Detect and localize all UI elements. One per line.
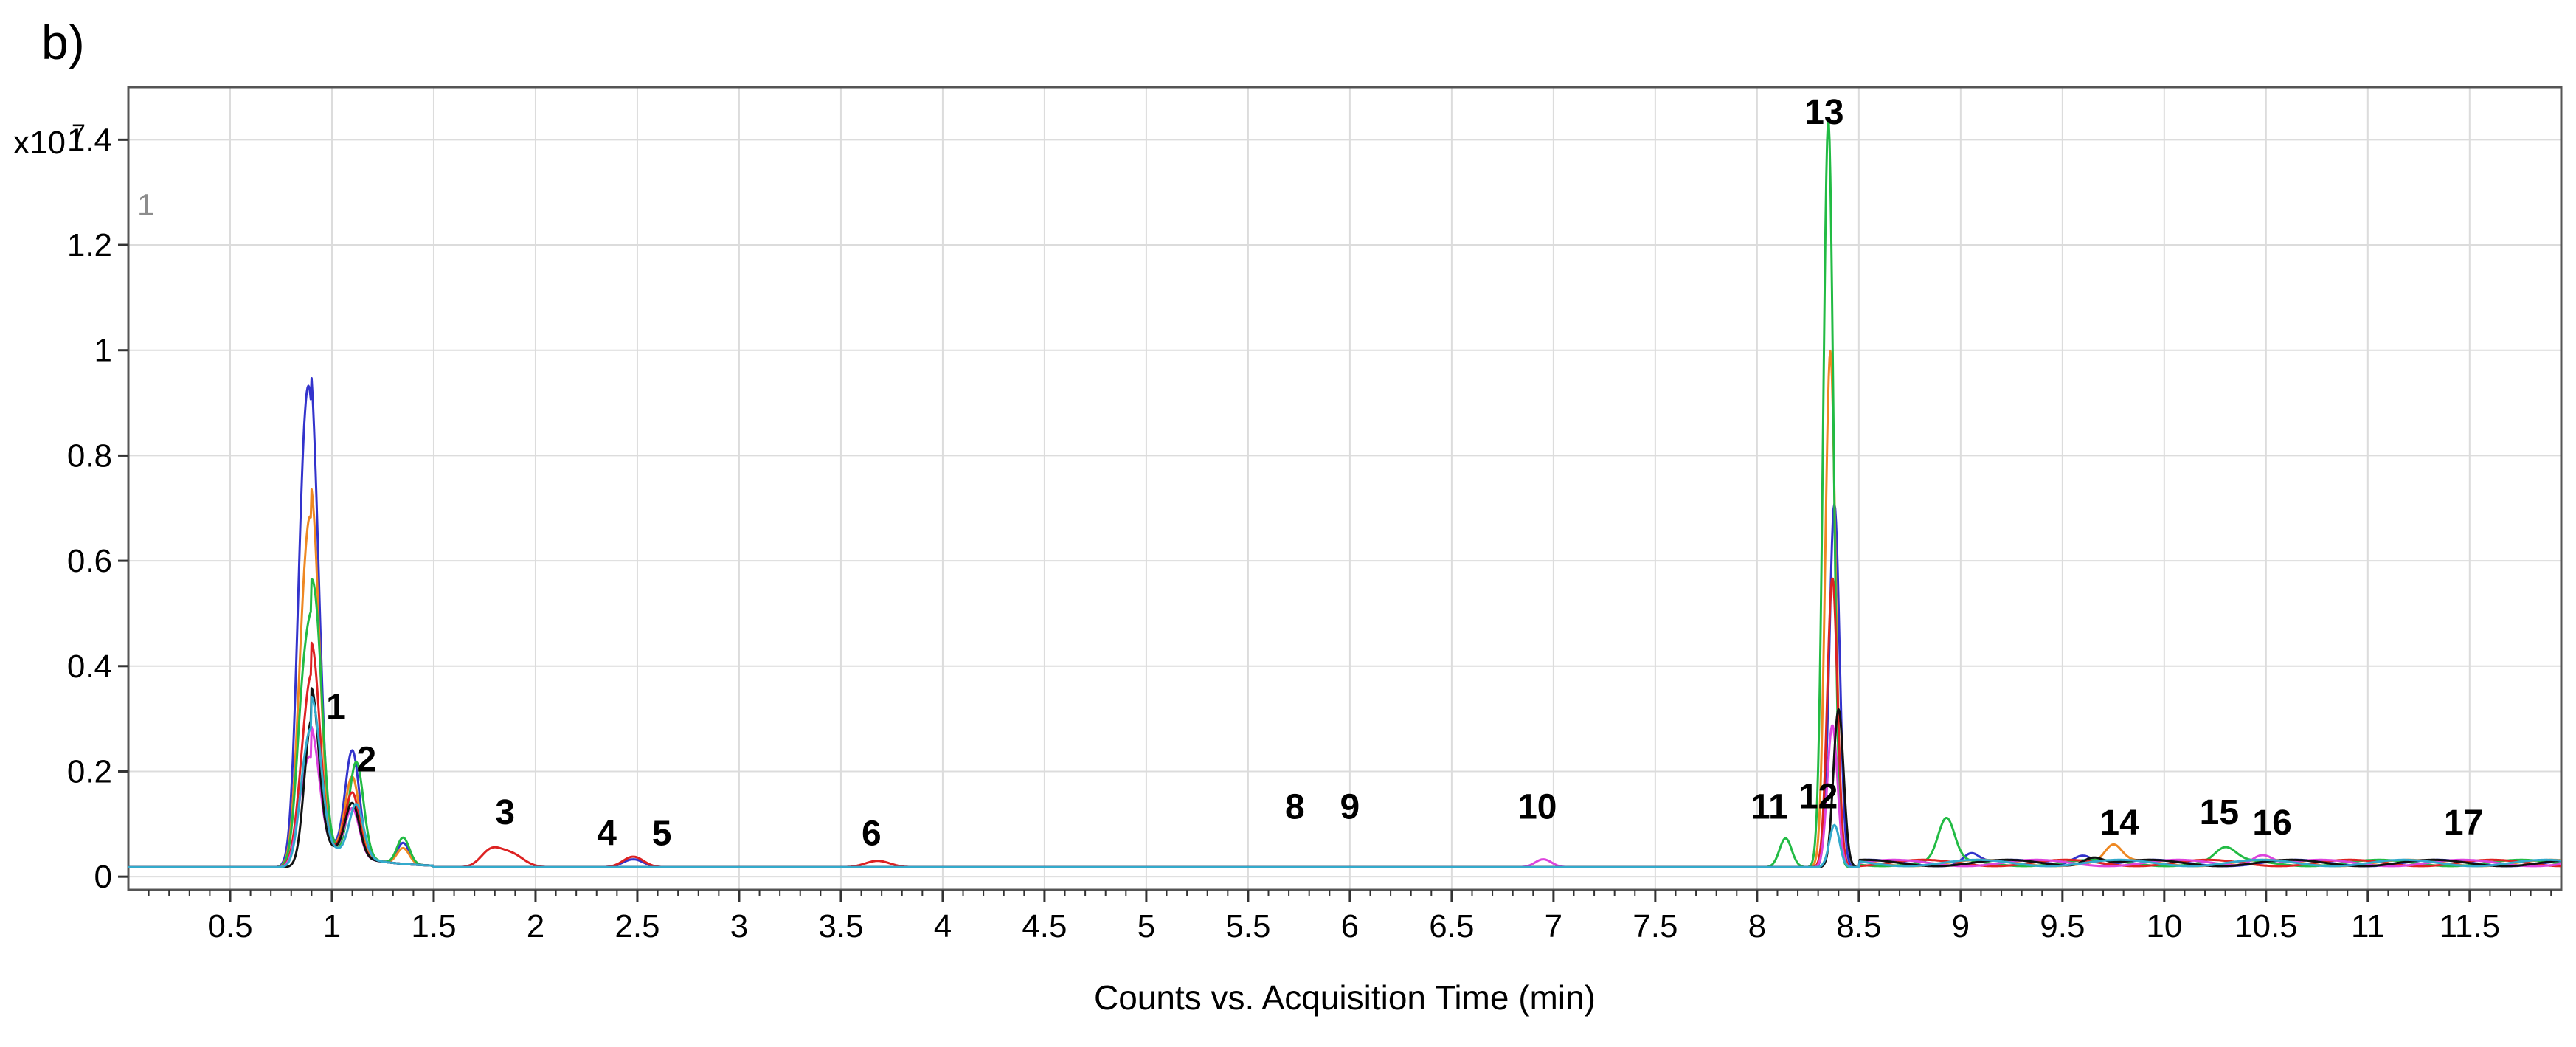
x-tick-label: 3 (730, 908, 748, 944)
peak-label: 5 (652, 814, 672, 853)
x-tick-label: 9.5 (2040, 908, 2085, 944)
x-tick-label: 1 (323, 908, 341, 944)
y-tick-labels: 0 0.2 0.4 0.6 0.8 1 1.2 1.4 (67, 122, 112, 895)
y-tick-label: 1 (94, 333, 112, 369)
peak-label: 2 (357, 740, 377, 779)
peak-label: 17 (2444, 804, 2483, 843)
x-tick-label: 11 (2351, 908, 2385, 944)
peak-label: 9 (1340, 788, 1360, 827)
peak-label: 15 (2200, 793, 2239, 832)
peak-label: 11 (1751, 788, 1788, 827)
peak-label: 16 (2252, 804, 2291, 843)
axis-ticks (118, 138, 2552, 902)
x-tick-label: 9 (1952, 908, 1970, 944)
trace-number: 1 (137, 187, 154, 222)
peak-label: 3 (495, 793, 515, 832)
series-line (128, 695, 2561, 868)
x-tick-label: 8 (1748, 908, 1766, 944)
series-line (128, 121, 2561, 868)
x-tick-label: 5 (1138, 908, 1155, 944)
x-tick-label: 2 (527, 908, 544, 944)
y-tick-label: 1.4 (67, 122, 112, 158)
peak-label: 4 (597, 814, 617, 853)
x-tick-label: 3.5 (818, 908, 863, 944)
peak-label: 1 (326, 688, 346, 727)
x-tick-label: 10 (2146, 908, 2182, 944)
x-tick-label: 6.5 (1429, 908, 1474, 944)
y-tick-label: 1.2 (67, 227, 112, 263)
y-tick-label: 0.8 (67, 438, 112, 474)
grid-lines (128, 87, 2561, 890)
chromatogram-traces (128, 121, 2561, 868)
x-tick-label: 7.5 (1632, 908, 1677, 944)
x-tick-labels: 0.5 1 1.5 2 2.5 3 3.5 4 4.5 5 5.5 6 6.5 7 7.5 8 8.5 9 9.5 1… (207, 908, 2500, 944)
x-tick-label: 7 (1545, 908, 1562, 944)
peak-label: 14 (2099, 804, 2139, 843)
peak-label: 13 (1804, 93, 1843, 132)
x-tick-label: 8.5 (1836, 908, 1881, 944)
y-tick-label: 0.2 (67, 753, 112, 789)
peak-label: 6 (862, 814, 882, 853)
x-tick-label: 0.5 (207, 908, 252, 944)
x-tick-label: 11.5 (2440, 908, 2500, 944)
plot-area-border (127, 86, 2563, 891)
peak-label: 10 (1517, 788, 1557, 827)
peak-label: 12 (1798, 777, 1838, 816)
peak-label: 8 (1285, 788, 1305, 827)
x-tick-label: 1.5 (411, 908, 456, 944)
y-tick-label: 0 (94, 859, 112, 895)
x-tick-label: 10.5 (2234, 908, 2298, 944)
x-tick-label: 6 (1341, 908, 1359, 944)
y-multiplier-exponent: 7 (72, 120, 86, 148)
series-line (128, 687, 2561, 868)
x-tick-label: 4 (934, 908, 952, 944)
panel-label: b) (41, 15, 85, 69)
y-tick-label: 0.4 (67, 649, 112, 685)
x-tick-label: 4.5 (1022, 908, 1067, 944)
y-tick-label: 0.6 (67, 543, 112, 579)
y-multiplier: x10 7 (13, 120, 86, 161)
x-tick-label: 2.5 (614, 908, 659, 944)
x-tick-label: 5.5 (1225, 908, 1270, 944)
x-axis-title: Counts vs. Acquisition Time (min) (1094, 978, 1596, 1017)
y-multiplier-base: x10 (13, 125, 66, 161)
